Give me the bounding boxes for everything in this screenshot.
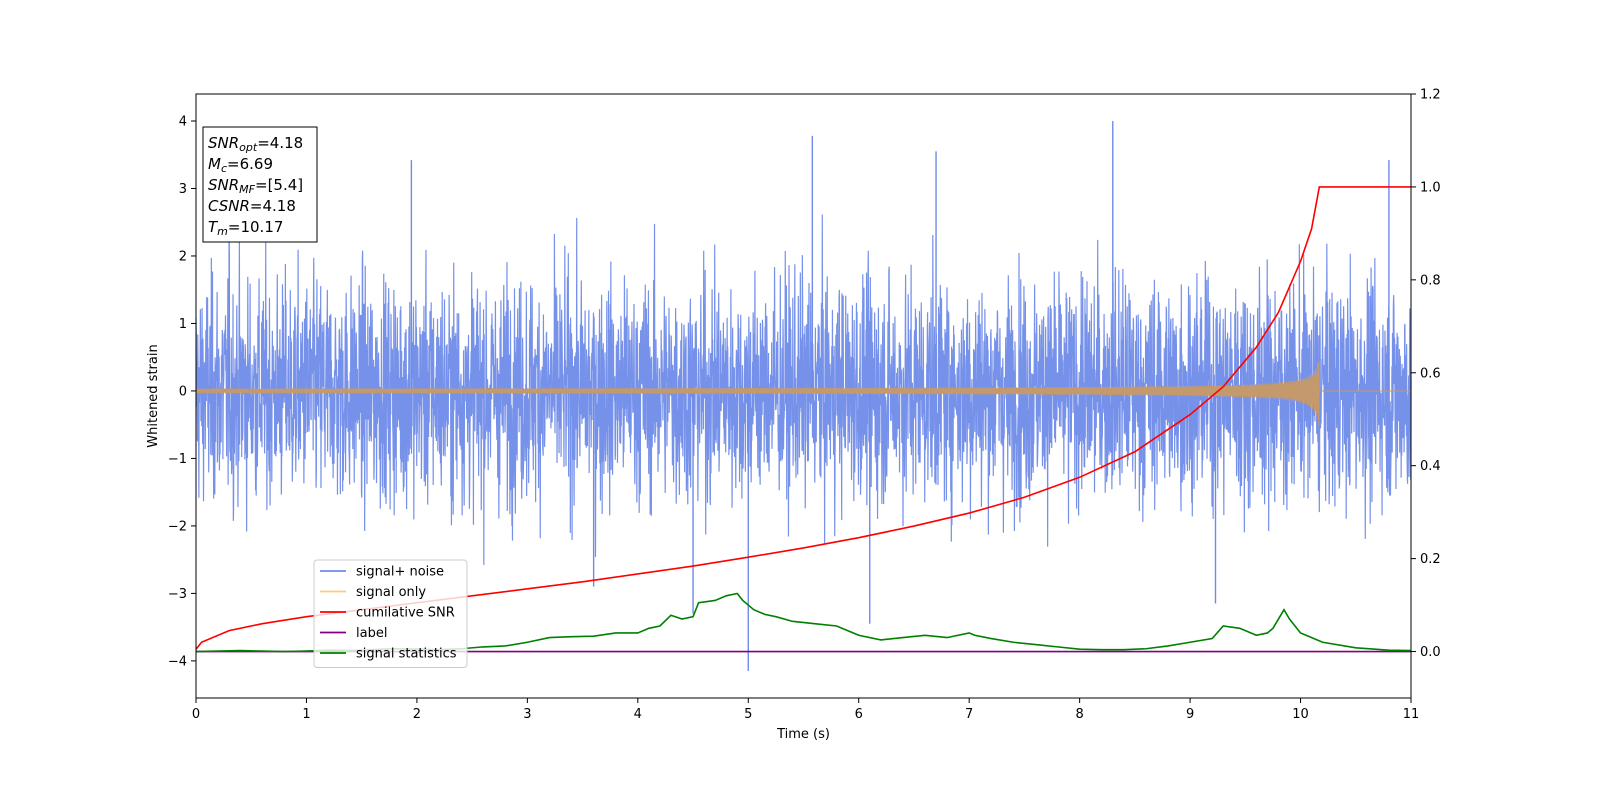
y-tick-label: 3 <box>179 182 187 197</box>
info-box-line: Mc=6.69 <box>208 155 273 175</box>
x-tick-label: 3 <box>523 707 531 722</box>
x-tick-label: 6 <box>855 707 863 722</box>
info-subscript: opt <box>239 141 258 154</box>
info-box-line: Tm=10.17 <box>208 218 283 238</box>
x-tick-label: 8 <box>1075 707 1083 722</box>
info-subscript: c <box>221 162 227 175</box>
plot-frame <box>195 93 1412 699</box>
info-symbol: T <box>208 218 219 236</box>
y2-tick-label: 1.0 <box>1420 180 1441 195</box>
y2-tick-label: 0.4 <box>1420 459 1441 474</box>
y2-tick-label: 0.6 <box>1420 366 1441 381</box>
info-value: =4.18 <box>250 197 296 215</box>
y-tick-label: 2 <box>179 249 187 264</box>
info-box: SNRopt=4.18Mc=6.69SNRMF=[5.4]CSNR=4.18Tm… <box>202 126 318 243</box>
info-box-frame <box>202 126 318 243</box>
x-tick-label: 0 <box>192 707 200 722</box>
legend-label: signal only <box>356 585 426 600</box>
y2-tick-label: 1.2 <box>1420 88 1441 103</box>
y-tick-label: −2 <box>168 519 187 534</box>
x-tick-label: 2 <box>413 707 421 722</box>
axes-layer: 0 1 2 3 4 5 6 7 8 9 10 11 −4 −3 −2 −1 0 1 2 3 4 0.0 0.2 0.4 0.6 0… <box>168 88 1441 723</box>
info-value: =4.18 <box>257 134 303 152</box>
x-tick-label: 7 <box>965 707 973 722</box>
legend-label: signal+ noise <box>356 565 444 580</box>
y2-tick-label: 0.0 <box>1420 645 1441 660</box>
info-symbol: CSNR <box>208 197 250 215</box>
info-subscript: MF <box>239 183 255 196</box>
y-tick-label: −3 <box>168 587 187 602</box>
y2-tick-label: 0.8 <box>1420 273 1441 288</box>
y-tick-label: 4 <box>179 114 187 129</box>
y2-tick-label: 0.2 <box>1420 552 1441 567</box>
signal-only-line <box>195 361 1411 425</box>
signal-noise-line <box>195 214 1412 565</box>
x-tick-label: 9 <box>1186 707 1194 722</box>
x-tick-label: 5 <box>744 707 752 722</box>
y-tick-label: 0 <box>179 384 187 399</box>
y-axis-label: Whitened strain <box>146 344 161 447</box>
info-symbol: SNR <box>208 134 239 152</box>
signal-only-layer <box>195 361 1411 425</box>
legend-label: cumilative SNR <box>356 606 455 621</box>
x-axis-label: Time (s) <box>776 727 830 742</box>
x-tick-label: 4 <box>634 707 642 722</box>
info-box-line: SNRopt=4.18 <box>208 134 303 154</box>
y-tick-label: 1 <box>179 317 187 332</box>
y-tick-label: −1 <box>168 452 187 467</box>
info-symbol: SNR <box>208 176 239 194</box>
info-symbol: M <box>208 155 221 173</box>
info-box-line: CSNR=4.18 <box>208 197 296 215</box>
info-value: =6.69 <box>227 155 273 173</box>
info-subscript: m <box>217 225 228 238</box>
x-tick-label: 10 <box>1292 707 1309 722</box>
info-box-line: SNRMF=[5.4] <box>208 176 303 196</box>
x-tick-label: 1 <box>302 707 310 722</box>
info-value: =[5.4] <box>255 176 303 194</box>
legend-label: signal statistics <box>356 647 457 662</box>
legend-frame <box>313 559 468 668</box>
y-tick-label: −4 <box>168 654 187 669</box>
signal-noise-layer <box>195 120 1412 672</box>
legend: signal+ noise signal only cumilative SNR la… <box>313 559 468 668</box>
legend-label: label <box>356 626 387 641</box>
x-tick-label: 11 <box>1403 707 1420 722</box>
info-value: =10.17 <box>228 218 284 236</box>
